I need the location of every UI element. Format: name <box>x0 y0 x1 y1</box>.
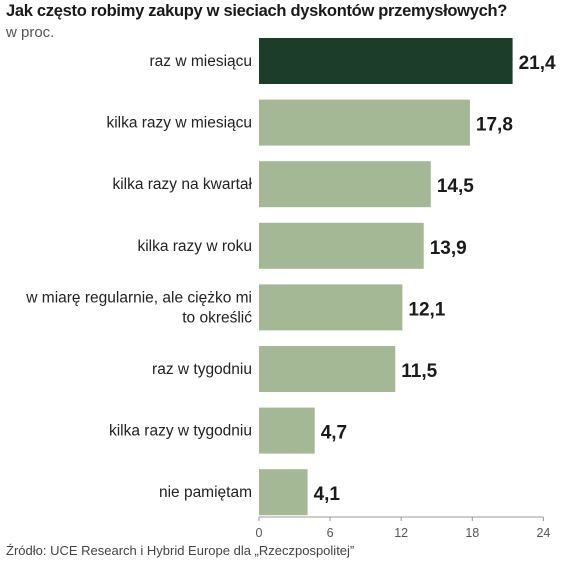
value-label: 14,5 <box>437 176 474 197</box>
bar <box>259 38 513 84</box>
category-label: kilka razy w miesiącu <box>106 115 252 132</box>
category-label: kilka razy w roku <box>137 238 252 255</box>
category-label: w miarę regularnie, ale ciężko mi <box>25 289 252 306</box>
bar <box>259 469 308 516</box>
bar <box>259 99 470 146</box>
x-tick-label: 6 <box>327 526 334 540</box>
x-tick-label: 18 <box>465 526 479 540</box>
value-label: 11,5 <box>401 361 437 382</box>
bar <box>259 222 424 269</box>
bar <box>259 346 396 392</box>
category-label: nie pamiętam <box>159 484 252 501</box>
value-label: 13,9 <box>430 238 467 259</box>
value-label: 21,4 <box>519 53 556 74</box>
bar <box>259 161 431 208</box>
category-label: to określić <box>182 309 252 326</box>
chart-title: Jak często robimy zakupy w sieciach dysk… <box>6 2 508 20</box>
value-label: 4,7 <box>321 423 347 444</box>
category-label: raz w tygodniu <box>152 361 252 378</box>
x-tick-label: 0 <box>256 526 263 540</box>
x-tick-label: 12 <box>394 526 408 540</box>
source-note: Źródło: UCE Research i Hybrid Europe dla… <box>6 543 355 558</box>
chart-subtitle: w proc. <box>6 24 55 41</box>
bar <box>259 407 315 454</box>
category-label: kilka razy na kwartał <box>112 176 252 193</box>
value-label: 17,8 <box>476 115 513 136</box>
x-tick-label: 24 <box>536 526 550 540</box>
category-label: raz w miesiącu <box>150 53 253 70</box>
bar <box>259 284 403 331</box>
value-label: 12,1 <box>408 299 445 320</box>
category-label: kilka razy w tygodniu <box>109 423 252 440</box>
value-label: 4,1 <box>314 484 341 505</box>
